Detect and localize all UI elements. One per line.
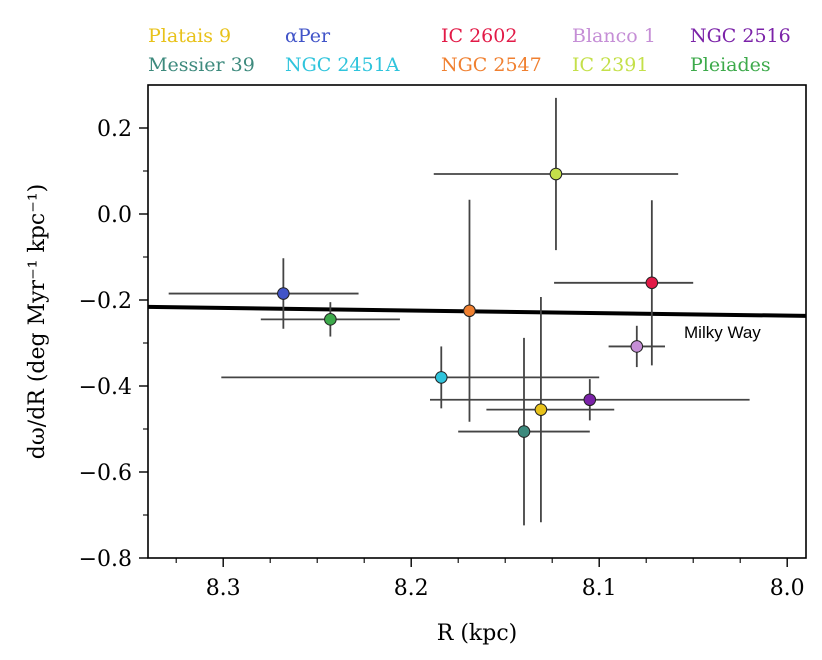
- x-axis-title: R (kpc): [437, 621, 517, 646]
- data-point: [549, 167, 563, 181]
- legend-label-platais-9: Platais 9: [148, 25, 232, 47]
- data-point: [534, 403, 548, 416]
- x-tick-label: 8.0: [770, 576, 805, 601]
- legend-label-ic-2391: IC 2391: [572, 54, 649, 76]
- legend-label-ic-2602: IC 2602: [441, 25, 518, 47]
- data-point: [434, 371, 448, 384]
- data-point: [630, 340, 644, 353]
- y-tick-label: −0.8: [79, 547, 132, 572]
- legend-label-pleiades: Pleiades: [690, 54, 771, 76]
- legend-label-ngc-2516: NGC 2516: [690, 25, 791, 47]
- data-point: [583, 393, 597, 407]
- plot-area: [147, 84, 807, 559]
- legend-label-ngc-2451a: NGC 2451A: [285, 54, 400, 76]
- milky-way-line-group: [147, 304, 807, 318]
- milky-way-label: Milky Way: [684, 323, 761, 342]
- y-tick-label: 0.0: [97, 203, 132, 228]
- data-point: [463, 304, 476, 318]
- y-axis-title: dω/dR (deg Myr⁻¹ kpc⁻¹): [25, 184, 50, 459]
- milky-way-line: [147, 304, 807, 318]
- data-point: [324, 313, 337, 326]
- legend-label-alpha-per: αPer: [285, 25, 331, 47]
- legend-label-blanco-1: Blanco 1: [572, 25, 656, 47]
- data-point: [645, 276, 659, 290]
- data-point: [277, 287, 290, 300]
- x-tick-label: 8.3: [206, 576, 241, 601]
- data-point: [517, 425, 531, 438]
- axes-group: 8.3 8.2 8.1 8.0 0.2 0.0 −0.2 −0.4 −0.6 −0.8: [79, 117, 805, 601]
- x-tick-label: 8.2: [394, 576, 429, 601]
- y-tick-label: −0.2: [79, 289, 132, 314]
- x-tick-label: 8.1: [582, 576, 617, 601]
- legend-label-messier-39: Messier 39: [148, 54, 255, 76]
- y-tick-label: 0.2: [97, 117, 132, 142]
- y-tick-label: −0.6: [79, 461, 132, 486]
- points-group: [277, 167, 659, 438]
- y-tick-label: −0.4: [79, 375, 132, 400]
- plot-border: [147, 84, 807, 559]
- legend-label-ngc-2547: NGC 2547: [441, 54, 542, 76]
